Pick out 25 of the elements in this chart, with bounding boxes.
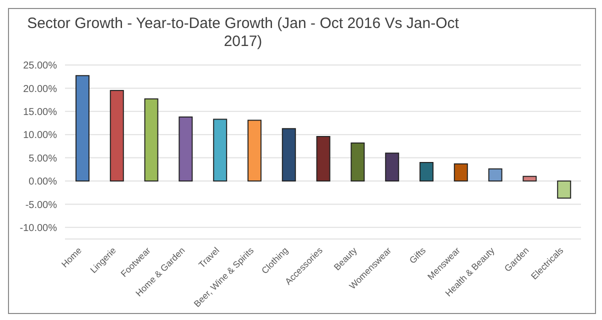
bar <box>316 136 330 182</box>
bar <box>350 142 365 182</box>
y-tick-label: 0.00% <box>28 176 58 188</box>
bar <box>557 180 572 199</box>
y-tick-label: 20.00% <box>23 84 58 95</box>
bar <box>420 162 434 182</box>
bar <box>522 176 537 182</box>
bar <box>385 152 400 182</box>
bar <box>178 116 193 182</box>
bar <box>454 163 468 182</box>
chart-title: Sector Growth - Year-to-Date Growth (Jan - Oct 2016 Vs Jan-Oct 2017) <box>26 15 460 51</box>
bar <box>76 75 90 182</box>
x-tick-label: Gifts <box>407 245 428 266</box>
y-tick-label: 10.00% <box>23 130 58 142</box>
y-tick-label: 25.00% <box>23 60 58 72</box>
y-tick-label: -10.00% <box>20 222 58 234</box>
bar <box>282 128 296 182</box>
bar <box>248 120 262 182</box>
bar <box>213 118 228 182</box>
bar <box>110 90 124 182</box>
y-tick-label: -5.00% <box>25 200 58 211</box>
bar <box>144 98 158 182</box>
y-tick-label: 15.00% <box>23 106 58 118</box>
bar <box>488 168 502 182</box>
y-tick-label: 5.00% <box>28 153 58 164</box>
